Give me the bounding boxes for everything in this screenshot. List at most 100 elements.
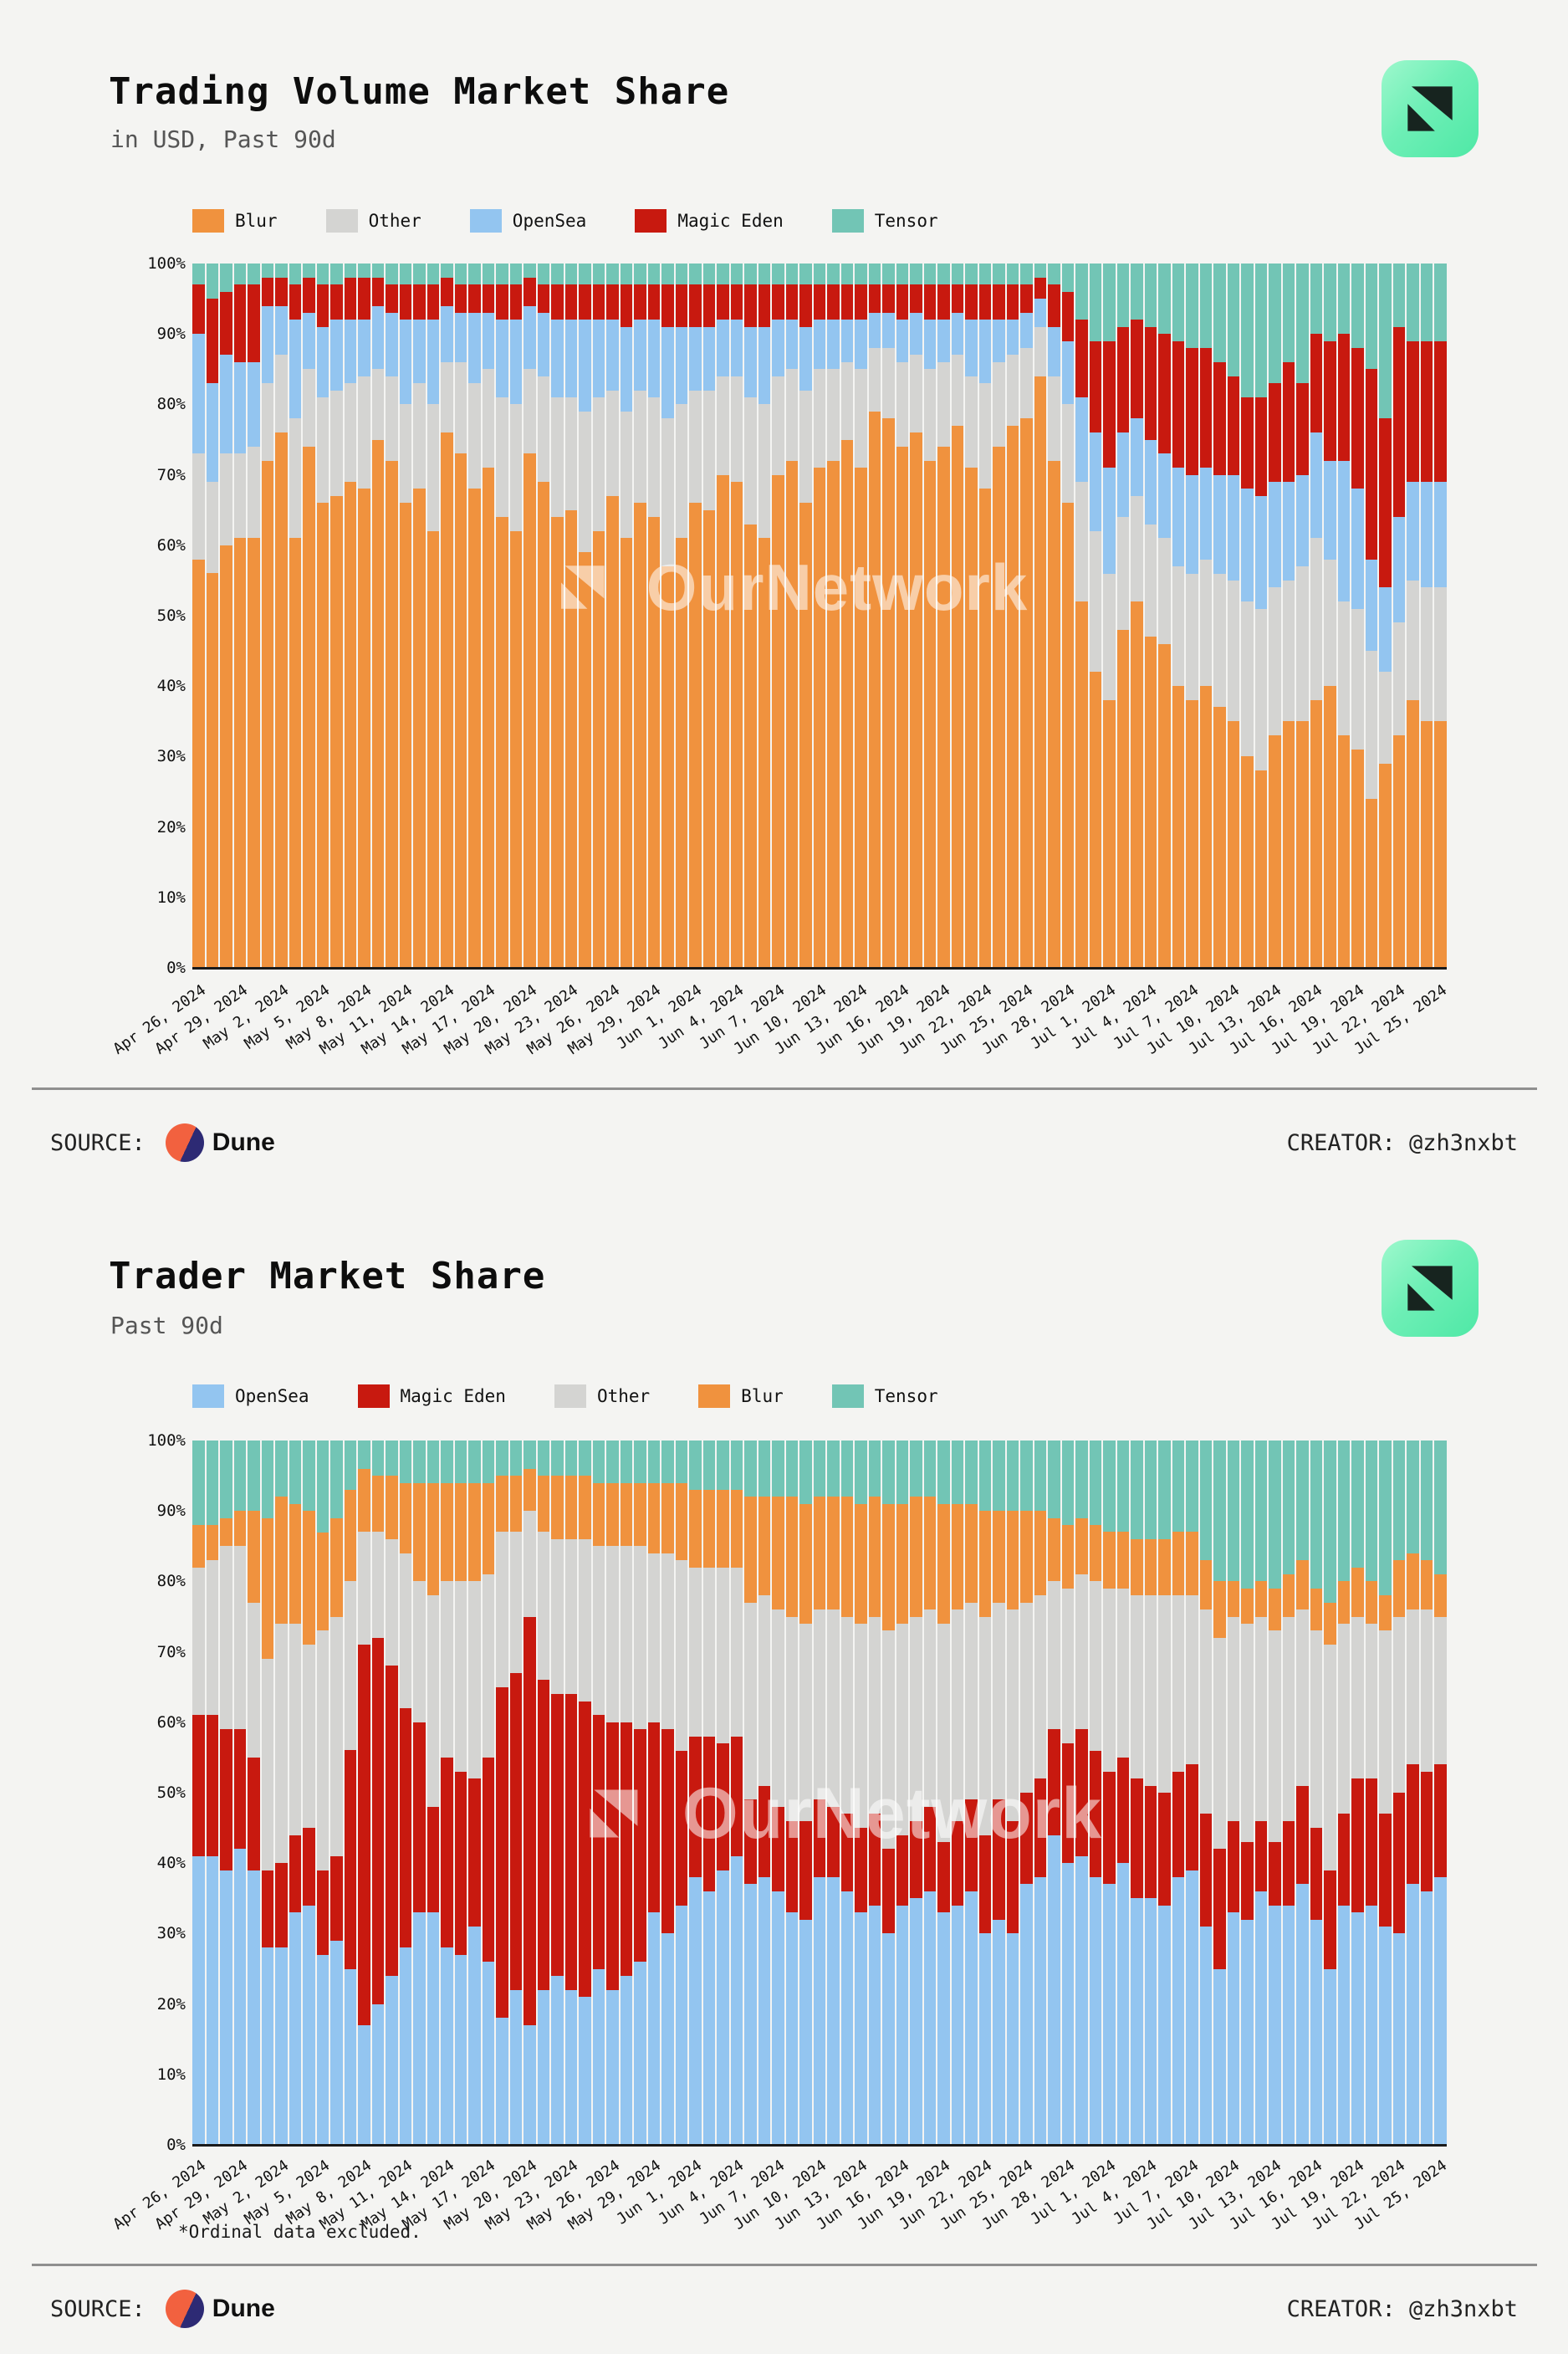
stacked-bar <box>1006 1441 1019 2145</box>
stacked-bar <box>937 1441 950 2145</box>
bar-segment <box>509 1672 522 1990</box>
bar-segment <box>1048 1835 1060 2145</box>
stacked-bar <box>840 1441 853 2145</box>
bar-segment <box>592 1441 605 1483</box>
bar-segment <box>978 1933 991 2145</box>
bar-segment <box>785 1441 798 1497</box>
bar-segment <box>923 264 936 285</box>
y-tick-label: 60% <box>156 1712 186 1732</box>
bar-segment <box>896 1905 908 2145</box>
stacked-bar <box>661 264 674 968</box>
bar-segment <box>248 538 260 968</box>
bar-segment <box>1116 432 1129 518</box>
bar-segment <box>1158 538 1171 644</box>
bar-segment <box>261 383 273 461</box>
bar-segment <box>413 320 426 384</box>
bar-segment <box>1186 348 1198 475</box>
stacked-bar <box>1061 1441 1074 2145</box>
bar-segment <box>1365 264 1377 370</box>
bar-segment <box>702 1489 715 1568</box>
stacked-bar <box>564 264 577 968</box>
bar-segment <box>1213 474 1226 574</box>
bar-segment <box>1131 418 1143 496</box>
bar-segment <box>1103 264 1116 341</box>
stacked-bar <box>951 1441 963 2145</box>
bar-segment <box>1420 587 1433 722</box>
bar-segment <box>1269 383 1281 483</box>
bar-segment <box>316 397 329 504</box>
trader-share-chart: OurNetwork <box>192 1441 1447 2147</box>
bar-segment <box>1089 1525 1101 1582</box>
stacked-bar <box>509 264 522 968</box>
bar-segment <box>233 284 246 362</box>
bar-segment <box>661 326 674 419</box>
bar-segment <box>1269 264 1281 384</box>
bar-segment <box>1254 1441 1267 1582</box>
bar-segment <box>717 264 729 285</box>
bar-segment <box>951 312 963 356</box>
bar-segment <box>827 1806 840 1878</box>
bar-segment <box>730 1736 743 1856</box>
bar-segment <box>1269 1841 1281 1906</box>
bar-segment <box>1075 482 1088 602</box>
bar-segment <box>634 320 646 391</box>
bar-segment <box>675 404 687 539</box>
bar-segment <box>965 264 978 285</box>
stacked-bar <box>689 264 702 968</box>
bar-segment <box>1351 1912 1364 2145</box>
bar-segment <box>275 1947 288 2145</box>
bar-segment <box>1048 1729 1060 1835</box>
stacked-bar <box>1075 1441 1088 2145</box>
stacked-bar <box>371 264 384 968</box>
bar-segment <box>537 1441 549 1476</box>
bar-segment <box>1172 468 1184 567</box>
bar-segment <box>524 1468 536 1512</box>
bar-segment <box>1048 326 1060 376</box>
bar-segment <box>537 1680 549 1990</box>
bar-segment <box>206 383 218 483</box>
bar-segment <box>717 320 729 376</box>
stacked-bar <box>1186 264 1198 968</box>
legend-swatch <box>698 1384 731 1408</box>
bar-segment <box>509 1441 522 1476</box>
bar-segment <box>744 524 757 968</box>
bar-segment <box>1379 1814 1392 1927</box>
bar-segment <box>1116 629 1129 968</box>
bar-segment <box>1241 264 1254 397</box>
bar-segment <box>1199 686 1212 968</box>
bar-segment <box>1296 566 1309 722</box>
bar-segment <box>1227 264 1239 376</box>
bar-segment <box>1103 468 1116 574</box>
bar-segment <box>1282 1820 1295 1906</box>
bar-segment <box>524 277 536 306</box>
bar-segment <box>1420 482 1433 588</box>
bar-segment <box>371 1476 384 1533</box>
bar-segment <box>675 538 687 968</box>
bar-segment <box>1254 397 1267 496</box>
bar-segment <box>358 1532 370 1645</box>
bar-segment <box>1006 320 1019 356</box>
bar-segment <box>316 1441 329 1533</box>
bar-segment <box>923 1806 936 1891</box>
bar-segment <box>551 320 564 397</box>
bar-segment <box>1365 651 1377 799</box>
bar-segment <box>1034 1877 1046 2145</box>
bar-segment <box>344 1581 356 1751</box>
bar-segment <box>1199 348 1212 468</box>
stacked-bar <box>482 1441 494 2145</box>
stacked-bar <box>192 1441 205 2145</box>
bar-segment <box>509 530 522 968</box>
bar-segment <box>233 264 246 285</box>
bar-segment <box>413 1441 426 1483</box>
stacked-bar <box>1020 264 1033 968</box>
bar-segment <box>441 264 453 278</box>
bar-segment <box>634 1546 646 1730</box>
bar-segment <box>675 1560 687 1751</box>
bar-segment <box>1213 264 1226 362</box>
stacked-bar <box>289 264 301 968</box>
bar-segment <box>358 2024 370 2145</box>
bar-segment <box>813 1877 825 2145</box>
bar-segment <box>1158 1538 1171 1596</box>
bar-segment <box>1269 1905 1281 2145</box>
stacked-bar <box>1227 1441 1239 2145</box>
